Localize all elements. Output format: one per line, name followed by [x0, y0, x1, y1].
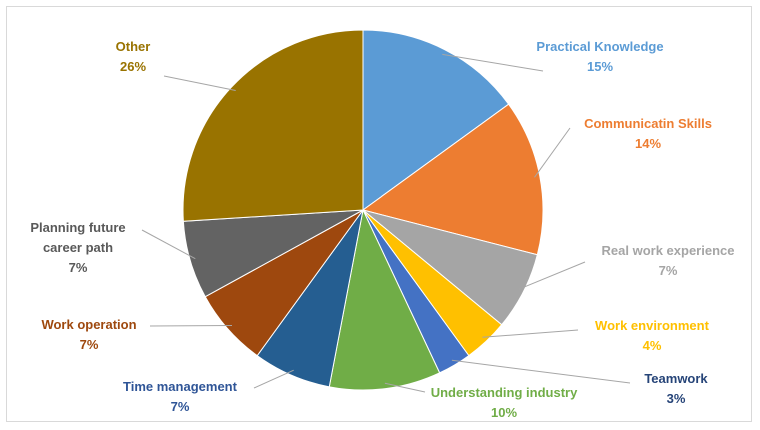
- slice-name-work-environment: Work environment: [595, 318, 710, 333]
- leader-lines: [141, 53, 631, 393]
- slice-percent-work-operation: 7%: [80, 337, 99, 352]
- leader-line-teamwork: [451, 359, 631, 384]
- slice-label-work-environment: Work environment 4%: [595, 318, 710, 353]
- slice-name-time-management: Time management: [123, 379, 238, 394]
- slice-label-practical-knowledge: Practical Knowledge 15%: [536, 39, 663, 74]
- leader-line-time-management: [253, 369, 294, 389]
- slice-percent-understanding-industry: 10%: [491, 405, 517, 420]
- slice-label-work-operation: Work operation 7%: [41, 317, 136, 352]
- slice-name-other: Other: [116, 39, 151, 54]
- slice-label-real-work-experience: Real work experience 7%: [602, 243, 735, 278]
- slice-label-planning-future-career-path: Planning future career path 7%: [30, 220, 125, 275]
- slice-name-work-operation: Work operation: [41, 317, 136, 332]
- slice-label-teamwork: Teamwork 3%: [644, 371, 708, 406]
- slice-name-understanding-industry: Understanding industry: [431, 385, 578, 400]
- leader-line-practical-knowledge: [442, 53, 544, 72]
- pie-slices: [182, 29, 544, 391]
- leader-line-work-operation: [149, 325, 233, 327]
- slice-name-teamwork: Teamwork: [644, 371, 708, 386]
- leader-line-real-work-experience: [518, 261, 586, 290]
- leader-line-understanding-industry: [384, 382, 426, 393]
- slice-label-other: Other 26%: [116, 39, 151, 74]
- slice-percent-real-work-experience: 7%: [659, 263, 678, 278]
- slice-name-real-work-experience: Real work experience: [602, 243, 735, 258]
- slice-percent-time-management: 7%: [171, 399, 190, 414]
- slice-labels: Practical Knowledge 15% Communicatin Skill…: [30, 39, 734, 420]
- slice-percent-work-environment: 4%: [643, 338, 662, 353]
- pie-slice-understanding-industry: [328, 208, 441, 391]
- pie-slice-practical-knowledge: [362, 29, 510, 211]
- slice-label-understanding-industry: Understanding industry 10%: [431, 385, 578, 420]
- slice-percent-other: 26%: [120, 59, 146, 74]
- slice-percent-teamwork: 3%: [667, 391, 686, 406]
- slice-name-planning-future-career-path: career path: [43, 240, 113, 255]
- slice-percent-planning-future-career-path: 7%: [69, 260, 88, 275]
- slice-name-communicatin-skills: Communicatin Skills: [584, 116, 712, 131]
- pie-slice-communicatin-skills: [361, 103, 544, 256]
- slice-label-communicatin-skills: Communicatin Skills 14%: [584, 116, 712, 151]
- slice-label-time-management: Time management 7%: [123, 379, 238, 414]
- leader-line-work-environment: [482, 329, 579, 338]
- leader-line-other: [163, 75, 236, 91]
- slice-percent-communicatin-skills: 14%: [635, 136, 661, 151]
- pie-slice-other: [182, 29, 364, 222]
- slice-name-planning-future-career-path: Planning future: [30, 220, 125, 235]
- leader-line-planning-future-career-path: [141, 229, 196, 260]
- slice-name-practical-knowledge: Practical Knowledge: [536, 39, 663, 54]
- slice-percent-practical-knowledge: 15%: [587, 59, 613, 74]
- leader-line-communicatin-skills: [534, 127, 571, 178]
